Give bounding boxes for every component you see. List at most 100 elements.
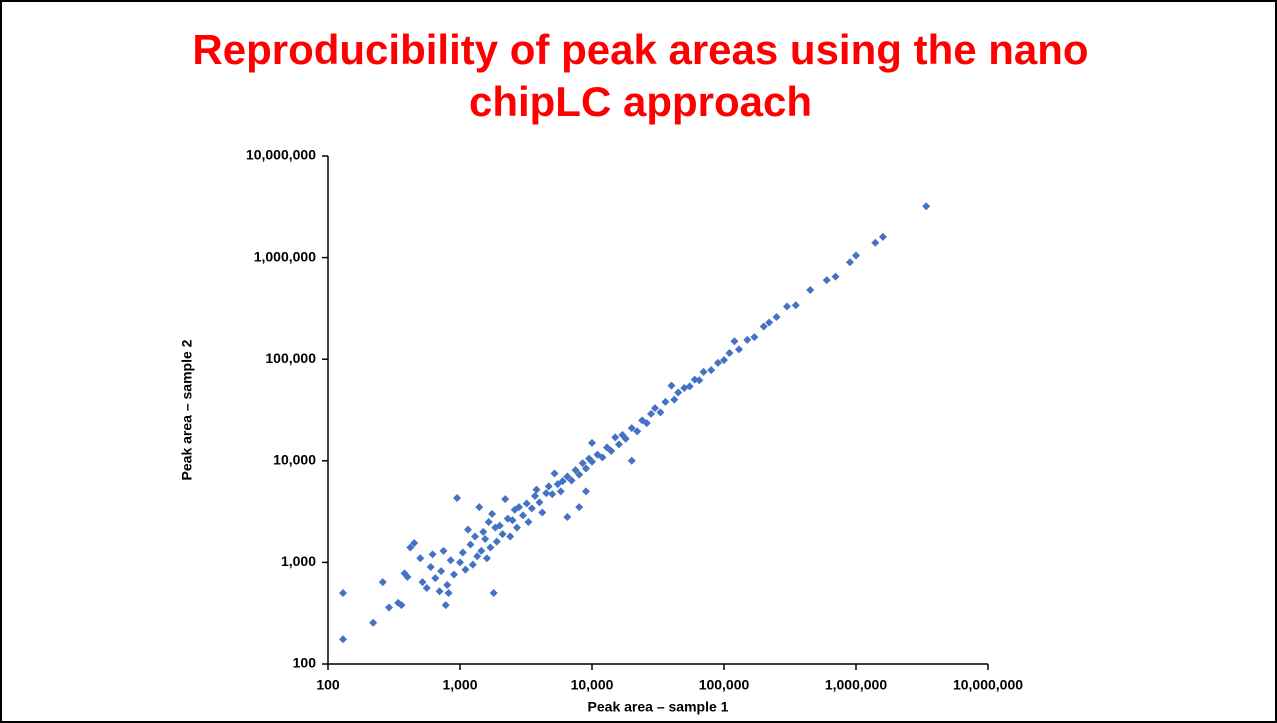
x-tick-label: 100 [316,677,340,693]
point [581,464,590,473]
point [508,516,517,525]
x-tick-label: 10,000 [571,677,614,693]
point [575,470,584,479]
point [444,588,453,597]
point [481,534,490,543]
point [466,540,475,549]
point [518,511,527,520]
point [492,537,501,546]
chart-title: Reproducibility of peak areas using the … [192,26,1089,125]
point [782,302,791,311]
point [735,345,744,354]
point [378,578,387,587]
point [627,456,636,465]
point [489,588,498,597]
point [563,512,572,521]
point [468,560,477,569]
point [667,381,676,390]
point [772,313,781,322]
point [495,521,504,530]
point [524,517,533,526]
point [611,433,620,442]
y-tick-label: 100 [293,655,317,671]
point [449,570,458,579]
point [674,388,683,397]
point [558,477,567,486]
point [661,397,670,406]
point [515,503,524,512]
point [475,503,484,512]
point [486,543,495,552]
y-tick-label: 1,000 [281,553,316,569]
point [410,539,419,548]
point [750,333,759,342]
point [725,349,734,358]
point [878,232,887,241]
point [512,523,521,532]
point [759,322,768,331]
point [461,565,470,574]
point [416,554,425,563]
point [527,504,536,513]
point [607,446,616,455]
point [369,618,378,627]
point [647,409,656,418]
x-tick-label: 1,000,000 [825,677,887,693]
point [656,408,665,417]
point [484,517,493,526]
point [621,434,630,443]
point [477,546,486,555]
point [426,563,435,572]
point [479,527,488,536]
point [743,335,752,344]
x-tick-label: 100,000 [699,677,750,693]
point [598,453,607,462]
point [699,367,708,376]
point [538,508,547,517]
point [567,476,576,485]
point [720,356,728,365]
point [498,530,507,539]
point [627,424,636,433]
point [506,532,515,541]
point [707,366,716,375]
point [443,580,452,589]
point [695,376,704,385]
point [403,572,412,581]
point [446,556,455,565]
point [544,482,553,491]
point [650,404,659,413]
point [614,440,623,449]
point [406,543,415,552]
point [791,301,800,310]
point [458,548,467,557]
point [575,503,584,512]
point [501,495,510,504]
point [422,583,431,592]
point [531,492,540,501]
point [633,427,642,436]
point [488,509,497,518]
point [428,550,437,559]
point [431,574,440,583]
y-tick-label: 100,000 [265,350,316,366]
point [685,382,694,391]
point [588,438,596,447]
point [453,494,462,503]
y-tick-label: 10,000 [273,452,316,468]
point [385,603,394,612]
x-tick-label: 10,000,000 [953,677,1023,693]
point [670,395,679,404]
point [535,498,544,507]
point [418,578,427,587]
point [542,489,551,498]
point [441,601,450,610]
point [571,466,580,475]
point [556,487,565,496]
y-tick-label: 10,000,000 [246,147,316,163]
point [473,552,482,561]
point [730,337,739,346]
point [435,587,444,596]
point [482,554,491,563]
